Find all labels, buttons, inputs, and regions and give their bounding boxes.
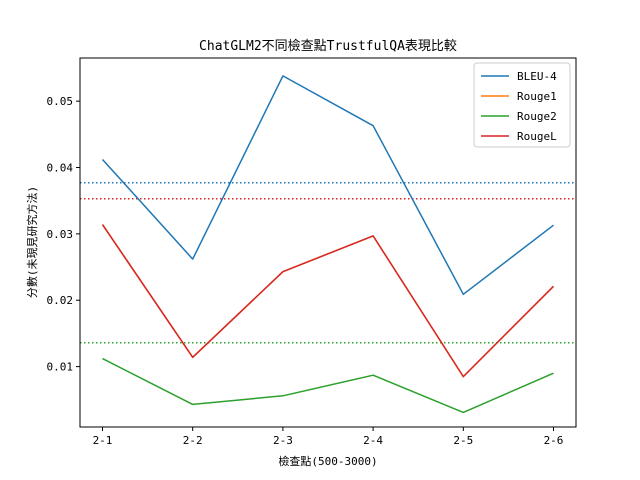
y-tick-label: 0.03 — [47, 228, 74, 241]
legend-box — [473, 62, 571, 148]
legend: BLEU-4 Rouge1 Rouge2 RougeL — [473, 62, 571, 148]
series-line-rouge2 — [102, 357, 554, 414]
chart-title: ChatGLM2不同檢查點TrustfulQA表現比較 — [199, 38, 457, 54]
legend-label-rouge2: Rouge2 — [517, 110, 557, 123]
y-tick-label: 0.04 — [47, 162, 74, 175]
x-tick-label: 2-3 — [273, 434, 293, 447]
series-lines — [101, 75, 555, 414]
y-tick-label: 0.01 — [47, 361, 74, 374]
x-tick-label: 2-5 — [453, 434, 473, 447]
legend-label-bleu-4: BLEU-4 — [517, 70, 557, 83]
y-axis-label: 分數(未現見研究方法) — [25, 186, 39, 298]
y-axis: 0.01 0.02 0.03 0.04 0.05 — [47, 95, 80, 374]
x-axis-label: 檢查點(500-3000) — [278, 454, 377, 468]
reference-lines — [80, 182, 576, 344]
x-axis: 2-1 2-2 2-3 2-4 2-5 2-6 — [93, 427, 564, 447]
x-tick-label: 2-2 — [183, 434, 203, 447]
x-tick-label: 2-4 — [363, 434, 383, 447]
x-tick-label: 2-1 — [93, 434, 113, 447]
series-line-bleu-4 — [101, 75, 554, 296]
legend-label-rougel: RougeL — [517, 130, 557, 143]
y-tick-label: 0.02 — [47, 294, 74, 307]
x-tick-label: 2-6 — [544, 434, 564, 447]
legend-label-rouge1: Rouge1 — [517, 90, 557, 103]
y-tick-label: 0.05 — [47, 95, 74, 108]
series-line-rougel — [101, 224, 555, 378]
plot-frame — [79, 57, 577, 428]
